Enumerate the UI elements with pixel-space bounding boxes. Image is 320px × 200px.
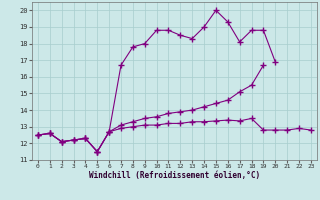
X-axis label: Windchill (Refroidissement éolien,°C): Windchill (Refroidissement éolien,°C) bbox=[89, 171, 260, 180]
